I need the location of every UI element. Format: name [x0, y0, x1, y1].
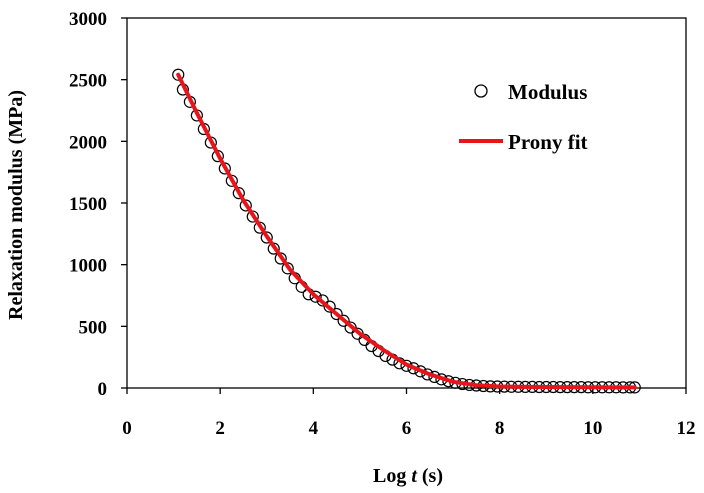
- modulus-data-point: [172, 68, 185, 81]
- x-tick-label: 2: [215, 418, 225, 439]
- legend-label-modulus: Modulus: [508, 80, 587, 104]
- x-axis-ticks: 0 2 4 6 8 10 12: [122, 388, 696, 439]
- y-axis-title: Relaxation modulus (MPa): [5, 90, 27, 320]
- modulus-data-point: [232, 187, 245, 200]
- x-tick-label: 8: [495, 418, 505, 439]
- y-axis-ticks: 0 500 1000 1500 2000 2500 3000: [69, 9, 127, 400]
- y-tick-label: 3000: [69, 9, 107, 30]
- modulus-data-point: [239, 199, 252, 212]
- y-tick-label: 2000: [69, 132, 107, 153]
- modulus-data-point: [260, 231, 273, 244]
- y-tick-label: 0: [98, 379, 108, 400]
- x-tick-label: 0: [122, 418, 132, 439]
- x-tick-label: 12: [677, 418, 696, 439]
- legend-label-prony-fit: Prony fit: [508, 130, 588, 154]
- modulus-data-point: [344, 321, 357, 334]
- modulus-data-point: [246, 210, 259, 223]
- modulus-data-point: [309, 290, 322, 303]
- y-tick-label: 2500: [69, 71, 107, 92]
- x-axis-title: Log t (s): [373, 465, 443, 487]
- plot-frame: [126, 17, 687, 389]
- x-tick-label: 10: [583, 418, 602, 439]
- y-tick-label: 1000: [69, 256, 107, 277]
- prony-fit-line: [176, 72, 637, 390]
- legend: Modulus Prony fit: [459, 80, 588, 154]
- modulus-data-point: [337, 314, 350, 327]
- x-tick-label: 4: [309, 418, 319, 439]
- y-tick-label: 500: [79, 317, 108, 338]
- modulus-data-point: [330, 307, 343, 321]
- legend-marker-modulus: [474, 84, 488, 98]
- modulus-data-point: [323, 300, 336, 313]
- plot-border: [126, 17, 687, 389]
- series-layer: [172, 68, 641, 394]
- modulus-data-point: [316, 294, 329, 307]
- modulus-data-point: [225, 174, 238, 187]
- x-tick-label: 6: [402, 418, 412, 439]
- y-tick-label: 1500: [69, 194, 107, 215]
